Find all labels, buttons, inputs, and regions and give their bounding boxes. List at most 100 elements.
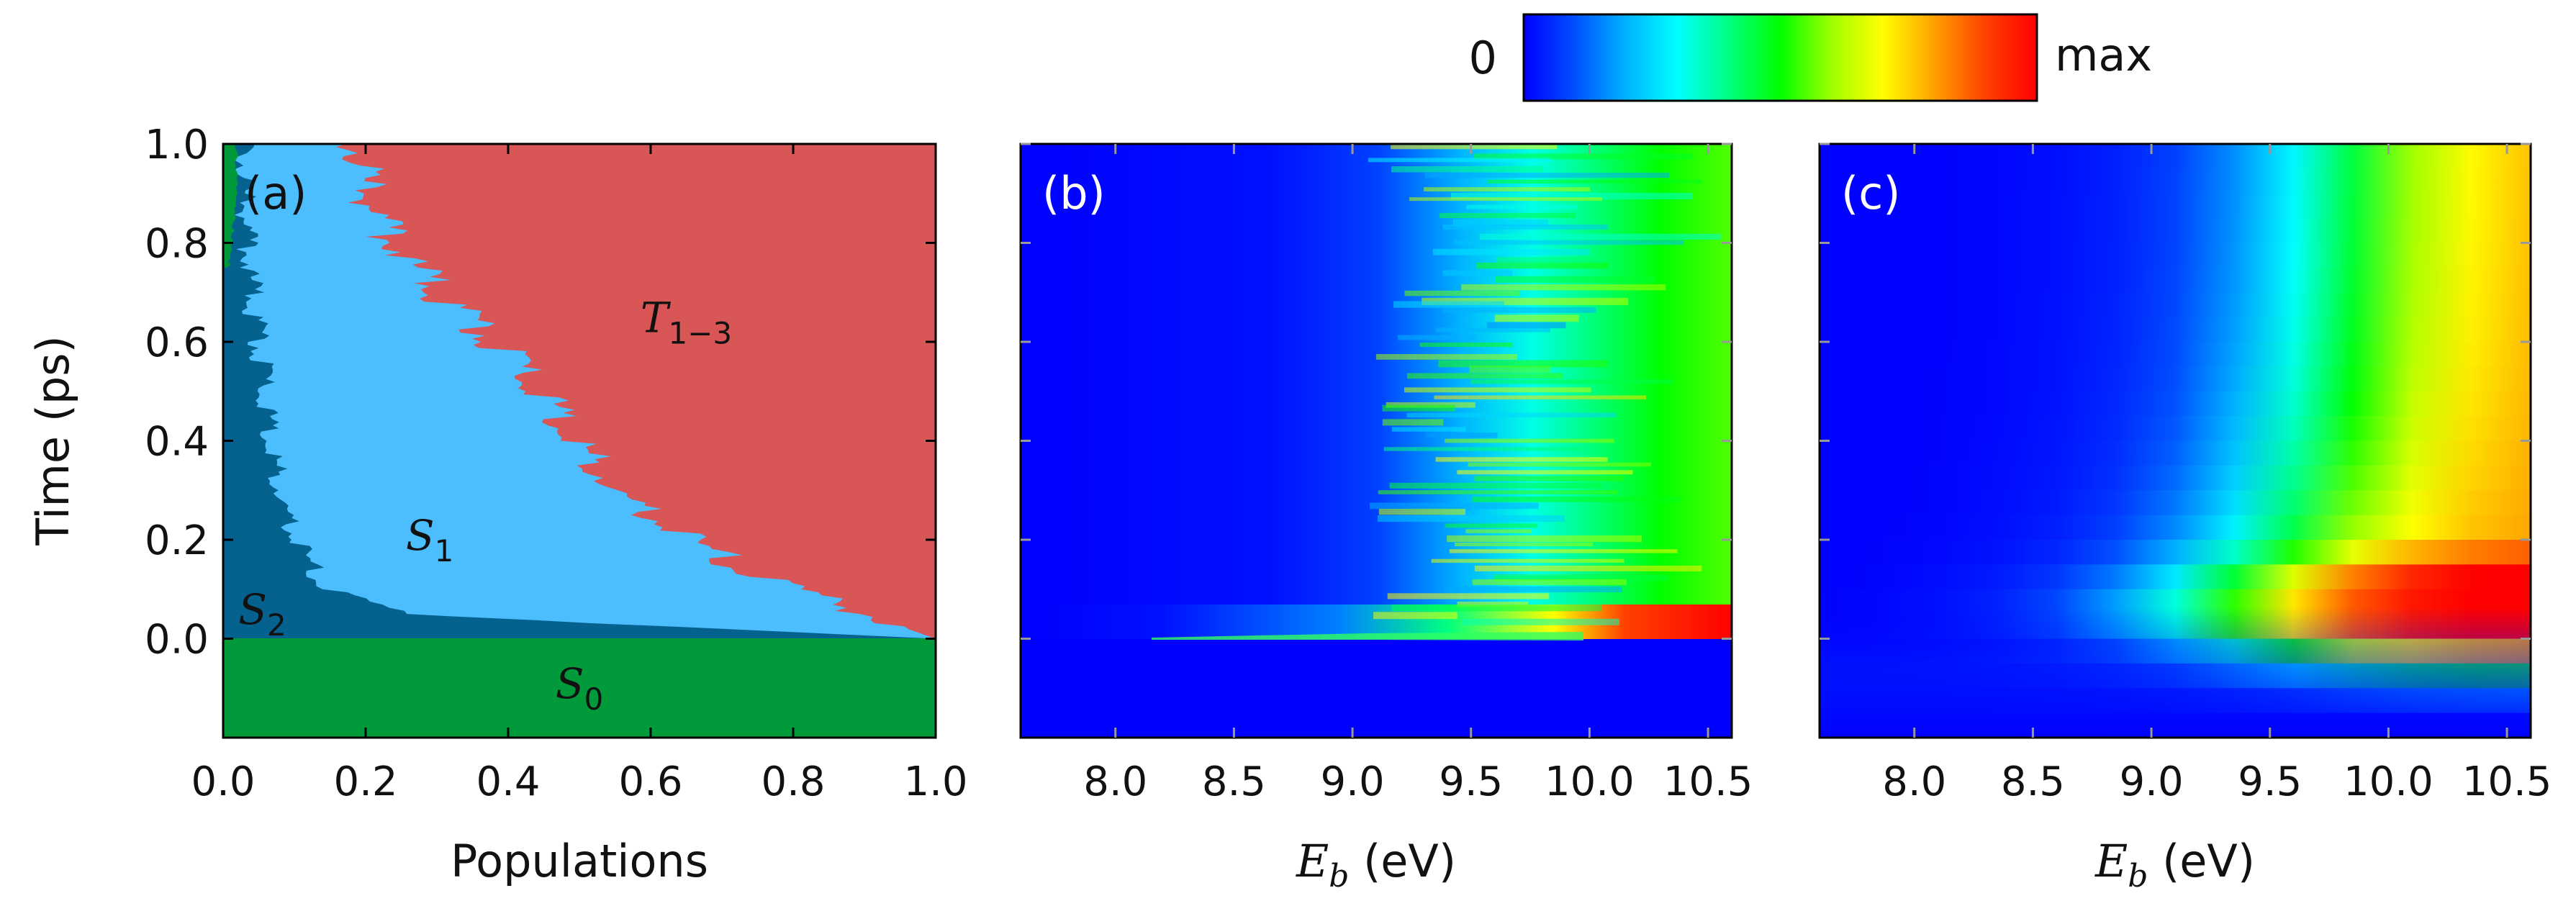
heatmap-b-streak	[1494, 314, 1579, 322]
x-tick-label: 1.0	[903, 759, 967, 805]
heatmap-b-body	[1021, 144, 1732, 633]
panel-c-ticks: 8.0 8.5 9.0 9.5 10.0 10.5	[1820, 142, 2552, 805]
heatmap-b-streak	[1425, 433, 1498, 438]
heatmap-b-streak	[1457, 470, 1633, 475]
x-tick-label: 10.0	[1545, 759, 1635, 805]
heatmap-b-onset-streak	[1152, 632, 1583, 640]
heatmap-b-streak	[1434, 395, 1647, 399]
area-s0	[223, 638, 936, 738]
x-tick-label: 0.6	[618, 759, 682, 805]
heatmap-b-streak	[1435, 457, 1608, 462]
heatmap-b-streak	[1449, 549, 1678, 553]
heatmap-b-streak	[1472, 497, 1682, 502]
heatmap-b-streak	[1391, 144, 1558, 150]
panel-c-xlabel: Eb (eV)	[2094, 835, 2255, 895]
heatmap-b-streak	[1473, 153, 1694, 160]
panel-c: 8.0 8.5 9.0 9.5 10.0 10.5 (c) Eb (eV)	[1818, 142, 2552, 895]
x-tick-label: 8.0	[1083, 759, 1147, 805]
heatmap-b-streak	[1382, 404, 1455, 412]
heatmap-b-streak	[1373, 612, 1458, 620]
region-label-t1-3: T1−3	[641, 293, 732, 350]
heatmap-b-streak	[1378, 509, 1465, 515]
heatmap-b-streaks	[1368, 144, 1721, 625]
x-tick-label: 0.0	[191, 759, 255, 805]
heatmap-b-streak	[1404, 290, 1519, 296]
heatmap-b-streak	[1454, 543, 1594, 547]
heatmap-b-streak	[1469, 366, 1551, 373]
heatmap-b-streak	[1474, 476, 1624, 481]
x-tick-label: 0.4	[476, 759, 540, 805]
heatmap-b-streak	[1496, 257, 1599, 263]
heatmap-b-streak	[1438, 360, 1608, 368]
area-s1	[223, 144, 936, 639]
x-tick-label: 0.8	[761, 759, 825, 805]
heatmap-b-streak	[1387, 593, 1550, 599]
heatmap-b-streak	[1465, 529, 1532, 533]
x-tick-label: 8.5	[1202, 759, 1266, 805]
heatmap-b-streak	[1495, 276, 1655, 284]
heatmap-b-streak	[1445, 586, 1623, 593]
panel-a-ticks: 0.0 0.2 0.4 0.6 0.8 1.0 0.0 0.2 0.4 0.6 0.8 1.0	[145, 122, 968, 805]
y-tick-label: 0.0	[145, 617, 209, 664]
region-label-s1: S1	[406, 511, 453, 569]
heatmap-b-streak	[1468, 462, 1652, 467]
area-s2	[223, 144, 936, 639]
heatmap-b-streak	[1457, 601, 1529, 607]
area-s0-top-sliver	[223, 144, 238, 268]
heatmap-b-streak	[1479, 233, 1721, 240]
heatmap-b-streak	[1472, 579, 1627, 585]
heatmap-b-streak	[1422, 297, 1629, 305]
heatmap-b-streak	[1404, 387, 1591, 393]
heatmap-b-streak	[1454, 240, 1684, 245]
heatmap-b-streak	[1445, 438, 1614, 443]
heatmap-b-streak	[1409, 197, 1603, 202]
heatmap-b-streak	[1447, 535, 1642, 543]
heatmap-b-streak	[1424, 172, 1670, 178]
heatmap-b-streak	[1474, 565, 1702, 571]
heatmap-c-bottom-fade	[1820, 144, 2531, 738]
heatmap-b-streak	[1442, 224, 1609, 230]
heatmap-b-streak	[1493, 574, 1668, 581]
heatmap-b-streak	[1445, 523, 1537, 528]
x-tick-label: 0.2	[333, 759, 397, 805]
heatmap-b-streak	[1406, 412, 1617, 417]
panel-c-plot-area	[1820, 144, 2531, 738]
heatmap-b-streak	[1389, 482, 1602, 489]
panel-a-xlabel: Populations	[451, 835, 708, 887]
panel-b-plot-area	[1021, 144, 1732, 738]
heatmap-b-streak	[1440, 212, 1576, 219]
y-tick-label: 0.8	[145, 221, 209, 268]
panel-a-ylabel: Time (ps)	[27, 335, 79, 545]
heatmap-b-streak	[1368, 158, 1551, 163]
heatmap-b-streak	[1383, 447, 1584, 451]
heatmap-b-streak	[1465, 204, 1578, 209]
heatmap-b-streak	[1397, 335, 1477, 340]
panel-a: 0.0 0.2 0.4 0.6 0.8 1.0 0.0 0.2 0.4 0.6 0.8 1.0 (a)…	[27, 122, 968, 887]
y-tick-label: 0.6	[145, 320, 209, 366]
x-tick-label: 8.5	[2001, 759, 2065, 805]
panel-b-xlabel: Eb (eV)	[1296, 835, 1456, 895]
heatmap-b-streak	[1382, 419, 1444, 426]
heatmap-b-streak	[1442, 270, 1513, 276]
heatmap-b-streak	[1377, 515, 1565, 522]
x-tick-label: 10.0	[2344, 759, 2433, 805]
heatmap-b-streak	[1406, 373, 1563, 379]
heatmap-b-streak	[1391, 605, 1602, 612]
heatmap-b-streak	[1450, 192, 1694, 199]
heatmap-b-streak	[1442, 307, 1596, 313]
heatmap-b-streak	[1378, 490, 1618, 494]
y-tick-label: 0.2	[145, 517, 209, 564]
panel-b-label: (b)	[1042, 167, 1106, 219]
heatmap-b-streak	[1370, 502, 1539, 510]
heatmap-b-streak	[1470, 379, 1673, 384]
x-tick-label: 9.5	[1439, 759, 1503, 805]
heatmap-b-streak	[1432, 248, 1590, 255]
heatmap-b-streak	[1393, 301, 1504, 308]
heatmap-b-streak	[1419, 343, 1513, 348]
x-tick-label: 9.0	[1321, 759, 1385, 805]
panel-a-plot-area	[223, 144, 936, 738]
x-tick-label: 10.5	[1663, 759, 1753, 805]
heatmap-b-streak	[1375, 353, 1517, 360]
panel-b-ticks: 8.0 8.5 9.0 9.5 10.0 10.5	[1021, 142, 1753, 805]
